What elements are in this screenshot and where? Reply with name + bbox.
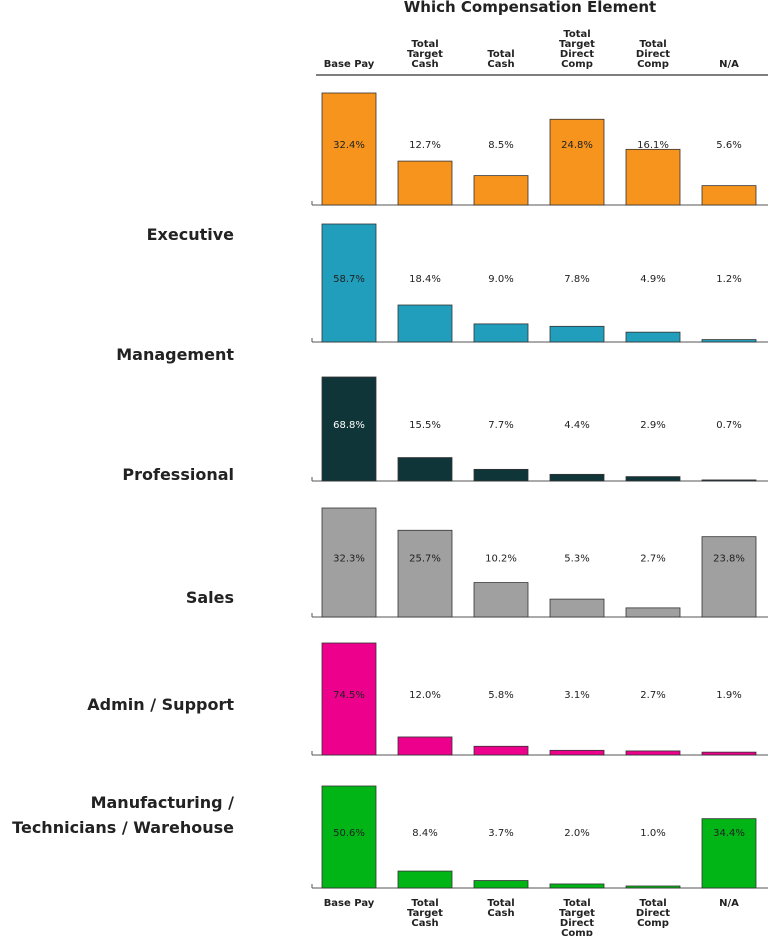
value-label: 16.1%: [637, 140, 669, 151]
value-label: 9.0%: [488, 274, 513, 285]
bar: [701, 818, 757, 889]
bar: [397, 736, 453, 756]
bar: [549, 118, 605, 206]
value-label: 0.7%: [716, 420, 741, 431]
value-label: 5.3%: [564, 554, 589, 565]
category-label-top: Total Direct Comp: [635, 39, 671, 70]
category-label-bottom: Total Cash: [487, 898, 515, 919]
chart-title: Which Compensation Element: [403, 0, 657, 16]
row-label: Executive: [146, 225, 234, 244]
value-label: 32.3%: [333, 554, 365, 565]
bar: [473, 582, 529, 618]
bar: [321, 785, 377, 889]
bar: [625, 331, 681, 343]
value-label: 2.7%: [640, 690, 665, 701]
value-label: 5.6%: [716, 140, 741, 151]
bar: [321, 507, 377, 618]
category-label-top: N/A: [719, 59, 739, 70]
bar: [701, 751, 757, 756]
bar: [397, 529, 453, 618]
bar: [473, 323, 529, 343]
bar: [473, 468, 529, 482]
value-label: 2.9%: [640, 420, 665, 431]
value-label: 7.8%: [564, 274, 589, 285]
value-label: 3.7%: [488, 828, 513, 839]
bar: [473, 880, 529, 889]
value-label: 15.5%: [409, 420, 441, 431]
category-label-bottom: Total Target Cash: [407, 898, 443, 929]
value-label: 8.5%: [488, 140, 513, 151]
value-label: 10.2%: [485, 554, 517, 565]
value-label: 74.5%: [333, 690, 365, 701]
bar: [473, 745, 529, 756]
value-label: 24.8%: [561, 140, 593, 151]
value-label: 1.2%: [716, 274, 741, 285]
value-label: 68.8%: [333, 420, 365, 431]
bar: [625, 885, 681, 889]
value-label: 18.4%: [409, 274, 441, 285]
category-label-top: Base Pay: [323, 59, 375, 70]
value-label: 23.8%: [713, 554, 745, 565]
row-label: Professional: [122, 465, 234, 484]
bar: [625, 607, 681, 618]
bar: [701, 185, 757, 206]
value-label: 25.7%: [409, 554, 441, 565]
bar: [397, 304, 453, 343]
value-label: 5.8%: [488, 690, 513, 701]
bar: [701, 536, 757, 618]
value-label: 7.7%: [488, 420, 513, 431]
value-label: 1.9%: [716, 690, 741, 701]
row-label: Admin / Support: [87, 695, 234, 714]
value-label: 12.0%: [409, 690, 441, 701]
bar: [625, 148, 681, 206]
row-label: Management: [116, 345, 234, 364]
bar: [397, 160, 453, 206]
row-label: Sales: [185, 588, 234, 607]
bar: [321, 92, 377, 206]
value-label: 50.6%: [333, 828, 365, 839]
bar: [397, 870, 453, 889]
bar: [625, 476, 681, 482]
bar: [321, 376, 377, 482]
category-label-bottom: Base Pay: [323, 898, 375, 909]
value-label: 4.4%: [564, 420, 589, 431]
bar: [549, 473, 605, 482]
bar: [473, 175, 529, 206]
bar: [549, 883, 605, 889]
category-label-bottom: Total Direct Comp: [635, 898, 671, 929]
bar: [701, 479, 757, 482]
category-label-top: Total Target Direct Comp: [559, 29, 595, 70]
value-label: 4.9%: [640, 274, 665, 285]
category-label-top: Total Target Cash: [407, 39, 443, 70]
bar: [625, 750, 681, 756]
bar: [397, 457, 453, 482]
category-label-bottom: Total Target Direct Comp: [559, 898, 595, 936]
row-label: Manufacturing / Technicians / Warehouse: [12, 793, 234, 837]
bar: [549, 749, 605, 756]
bar: [321, 223, 377, 343]
value-label: 58.7%: [333, 274, 365, 285]
value-label: 32.4%: [333, 140, 365, 151]
value-label: 8.4%: [412, 828, 437, 839]
value-label: 2.0%: [564, 828, 589, 839]
bar: [549, 325, 605, 343]
value-label: 12.7%: [409, 140, 441, 151]
category-label-top: Total Cash: [487, 49, 515, 70]
bar: [549, 598, 605, 618]
bar: [321, 642, 377, 756]
value-label: 3.1%: [564, 690, 589, 701]
value-label: 2.7%: [640, 554, 665, 565]
value-label: 1.0%: [640, 828, 665, 839]
bar: [701, 339, 757, 343]
category-label-bottom: N/A: [719, 898, 739, 909]
value-label: 34.4%: [713, 828, 745, 839]
